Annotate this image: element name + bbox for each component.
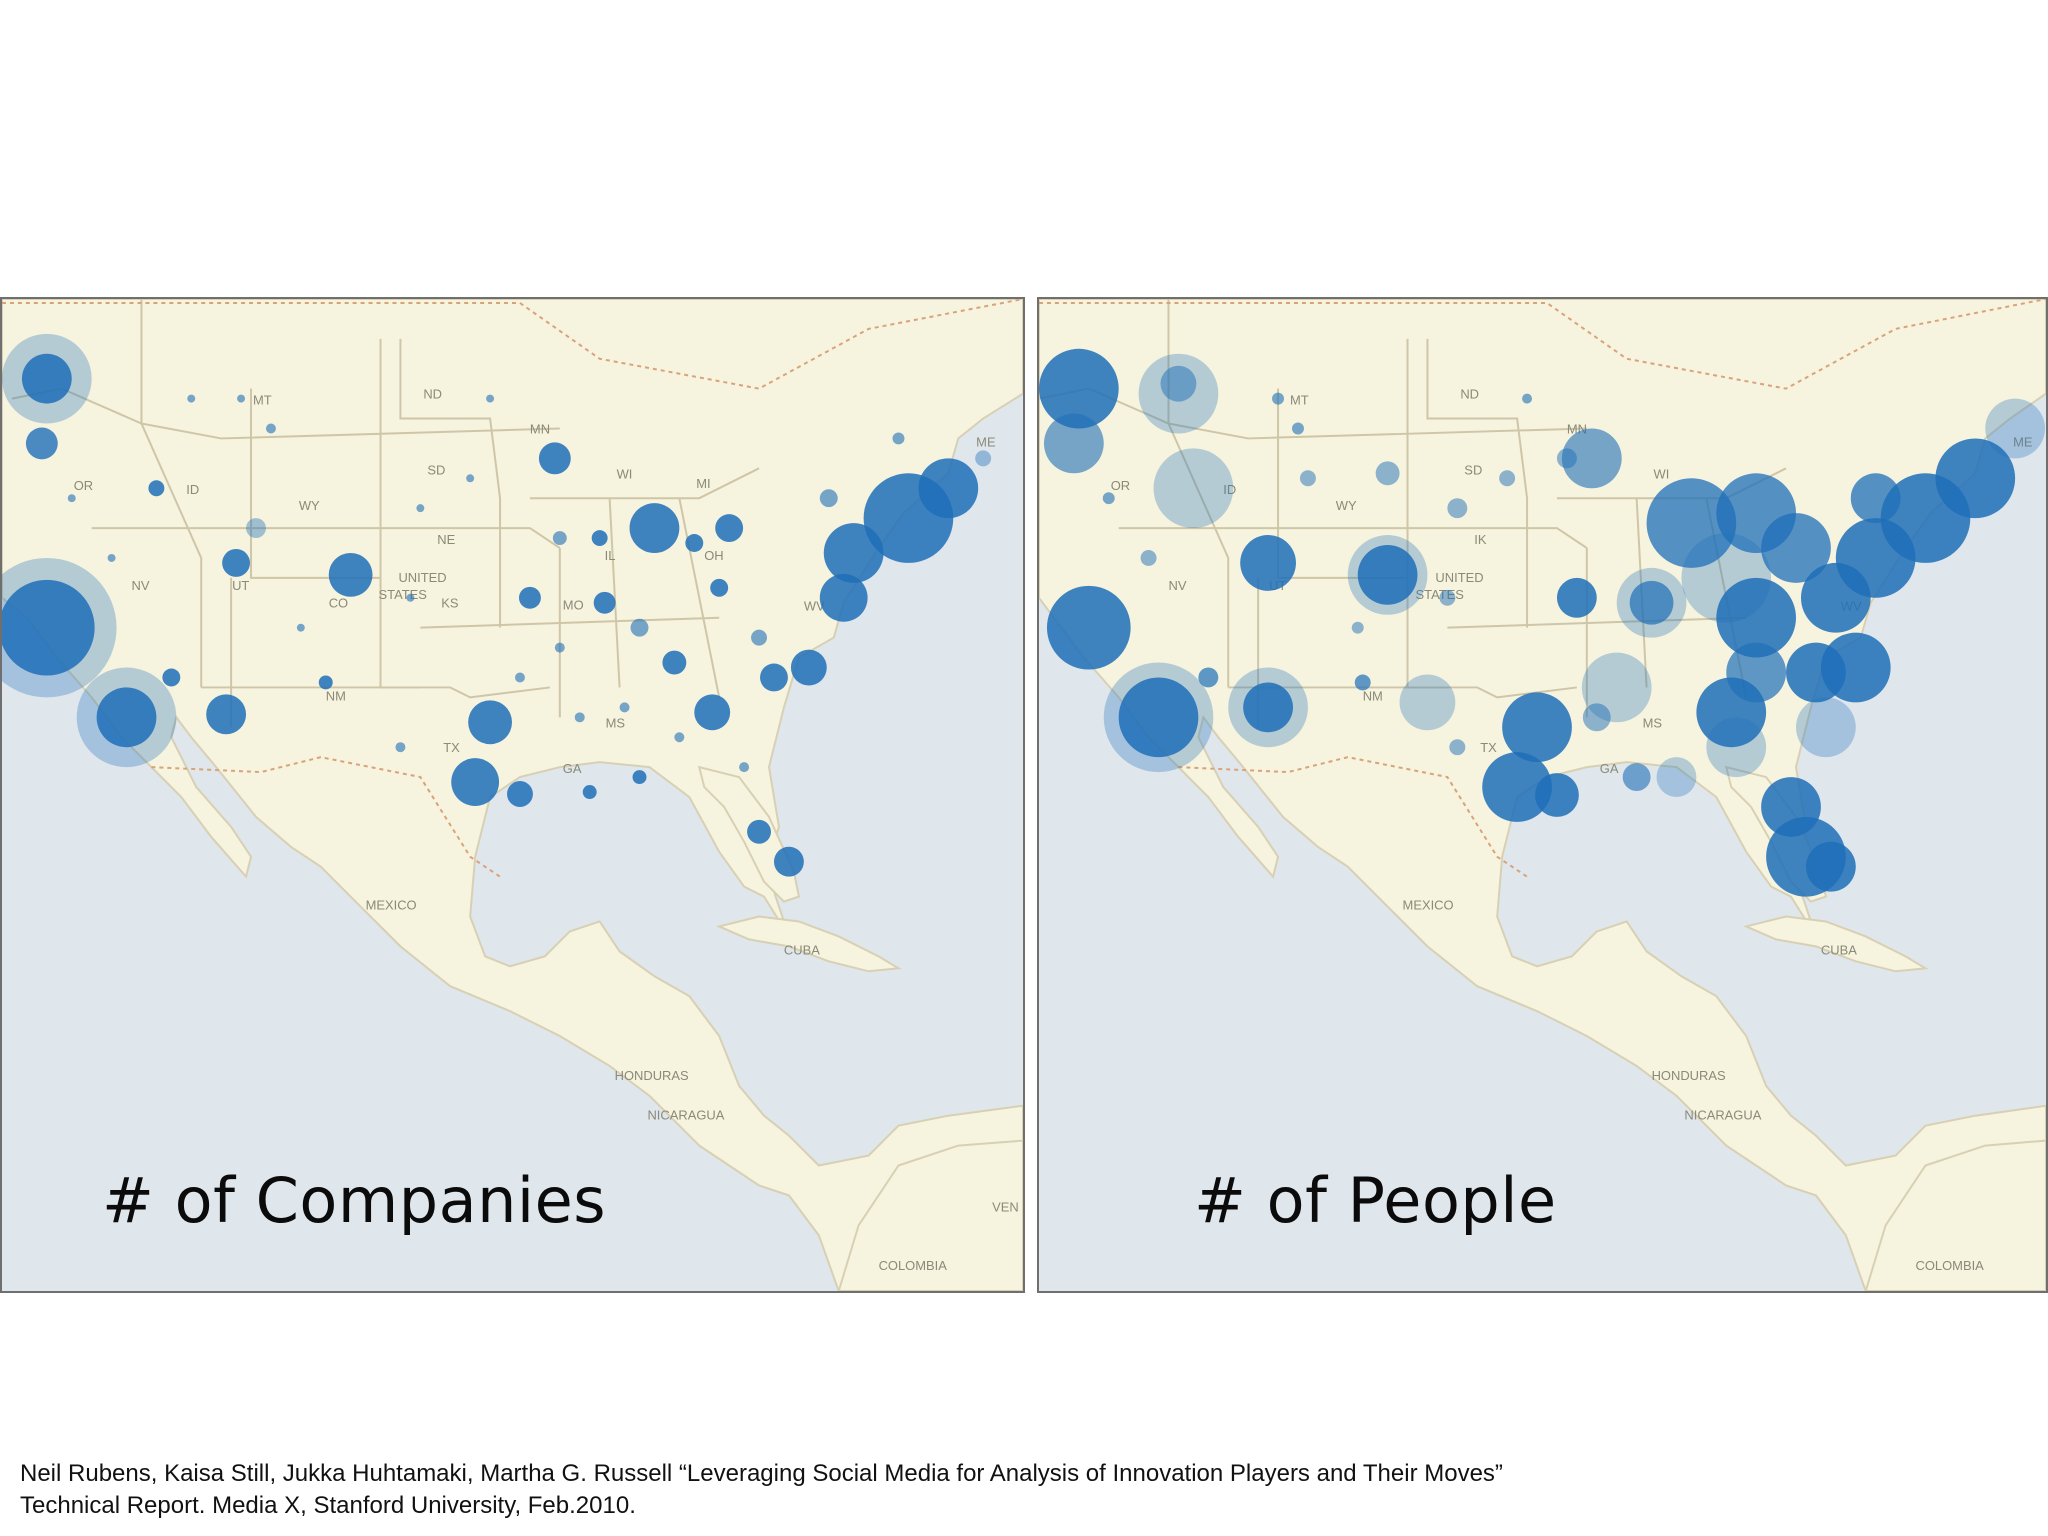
country-label: HONDURAS [1652,1068,1726,1083]
country-label: STATES [379,587,428,602]
map-caption-companies: # of Companies [102,1164,607,1237]
state-label: ND [423,387,442,402]
state-label: OH [704,548,723,563]
people-map: MT ND SD MN WI OR ID WY IK NV UT NM TX M… [1039,299,2046,1291]
state-label: WV [804,599,825,614]
state-label: SD [1464,462,1482,477]
state-label: NV [1168,578,1186,593]
state-label: GA [1600,761,1619,776]
companies-map-panel: MT ND SD MN WI MI OR ID WY NE NV UT CO K… [0,297,1025,1293]
map-base [2,299,1023,1291]
state-label: NV [131,578,149,593]
south-america-land [837,1139,1023,1291]
state-label: OR [74,478,93,493]
cuba-island [1743,915,1929,973]
state-label: IL [605,548,616,563]
country-label: UNITED [1435,570,1483,585]
state-label: WI [1654,466,1670,481]
state-label: ID [1223,482,1236,497]
state-label: ND [1460,387,1479,402]
state-label: ME [976,434,996,449]
state-label: MO [563,598,584,613]
state-label: UT [232,578,249,593]
map-labels: MT ND SD MN WI MI OR ID WY NE NV UT CO K… [74,387,1019,1273]
state-label: GA [563,761,582,776]
companies-map: MT ND SD MN WI MI OR ID WY NE NV UT CO K… [2,299,1023,1291]
company-bubbles [2,333,992,877]
state-label: TX [1480,740,1497,755]
country-borders [1039,299,2046,878]
state-label: MI [696,476,710,491]
state-label: NM [1363,688,1383,703]
country-label: NICARAGUA [1684,1108,1761,1123]
state-label: MS [606,715,626,730]
state-label: WI [617,466,633,481]
citation-line-report: Technical Report. Media X, Stanford Univ… [20,1492,636,1519]
country-label: MEXICO [1403,898,1454,913]
country-label: VEN [992,1199,1019,1214]
state-label: WY [299,498,320,513]
country-label: UNITED [398,570,446,585]
state-label: MN [530,421,550,436]
state-label: NM [326,688,346,703]
country-label: MEXICO [366,898,417,913]
people-map-panel: MT ND SD MN WI OR ID WY IK NV UT NM TX M… [1037,297,2048,1293]
country-label: CUBA [784,942,820,957]
cuba-island [716,915,902,973]
country-label: COLOMBIA [1916,1258,1985,1273]
map-caption-people: # of People [1194,1164,1557,1237]
country-borders [2,299,1023,878]
country-label: NICARAGUA [647,1108,724,1123]
country-label: CUBA [1821,942,1857,957]
people-bubbles [1039,348,2046,897]
state-label: ME [2013,434,2033,449]
north-america-land [2,299,1023,1291]
state-label: NE [437,532,455,547]
country-label: HONDURAS [615,1068,689,1083]
state-label: SD [427,462,445,477]
state-label: ID [186,482,199,497]
citation-line-authors: Neil Rubens, Kaisa Still, Jukka Huhtamak… [20,1460,1503,1487]
source-citation: Neil Rubens, Kaisa Still, Jukka Huhtamak… [20,1458,1503,1522]
state-label: IK [1474,532,1487,547]
state-label: MS [1643,715,1663,730]
state-label: TX [443,740,460,755]
state-label: OR [1111,478,1130,493]
map-labels: MT ND SD MN WI OR ID WY IK NV UT NM TX M… [1111,387,2033,1273]
state-label: CO [329,596,348,611]
state-label: MT [1290,393,1309,408]
state-label: WY [1336,498,1357,513]
state-label: MT [253,393,272,408]
state-label: KS [441,596,459,611]
south-america-land [1864,1139,2046,1291]
country-label: COLOMBIA [879,1258,948,1273]
